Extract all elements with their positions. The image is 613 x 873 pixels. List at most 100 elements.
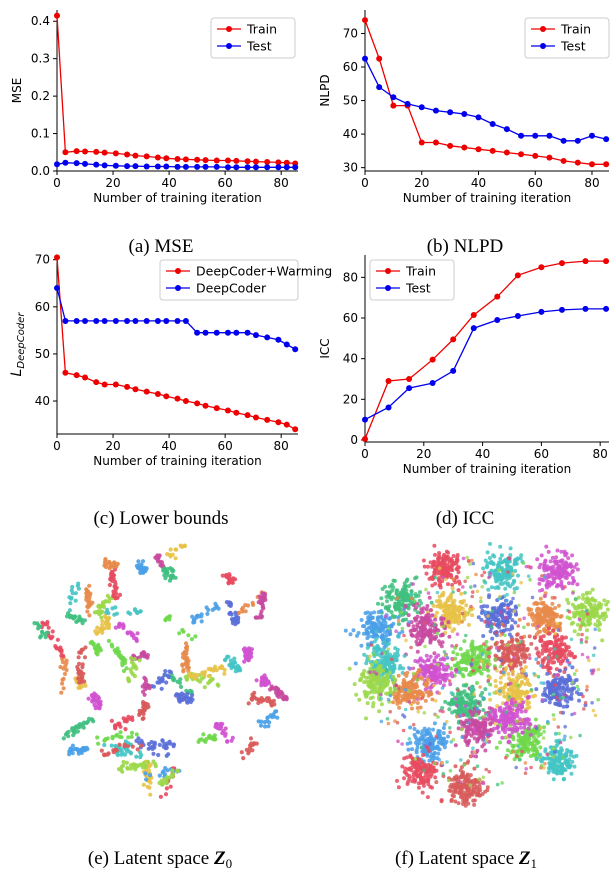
data-point [93,317,100,324]
data-point [283,159,290,166]
data-point [112,162,119,169]
data-point [82,160,89,167]
data-point [494,293,501,300]
data-point [62,149,69,156]
data-point [213,157,220,164]
caption-text: (f) Latent space [395,848,519,869]
y-tick-label: 60 [35,300,50,314]
x-tick-label: 20 [414,176,429,190]
x-tick-label: 0 [53,439,61,453]
legend-marker [385,285,391,291]
data-point [450,336,457,343]
data-point [283,341,290,348]
series-line-1 [364,58,607,142]
legend-marker [226,26,232,32]
legend-box [210,17,296,59]
chart-panel-1: 0 20 40 60 80 30 40 50 60 70 Number of training it… [318,10,610,257]
data-point [429,356,436,363]
data-point [54,12,60,19]
caption-text: (e) Latent space [88,848,214,869]
data-point [73,160,80,167]
data-point [538,264,545,271]
y-tick-label: 30 [343,161,358,175]
data-point [194,329,201,336]
y-tick-label: 40 [343,127,358,141]
data-point [174,156,181,163]
data-point [362,55,368,62]
data-point [447,142,454,149]
data-point [143,317,150,324]
legend-marker [175,268,181,274]
y-tick-label: 50 [343,94,358,108]
y-tick-label: 0 [350,433,358,447]
data-point [390,102,397,109]
x-tick-label: 80 [274,176,289,190]
data-point [429,380,436,387]
data-point [404,100,411,107]
data-point [224,157,231,164]
data-point [362,416,368,423]
panel-caption: (c) Lower bounds [93,508,228,529]
y-tick-label: 50 [35,347,50,361]
data-point [275,419,282,426]
data-point [101,149,108,156]
data-point [132,386,139,393]
data-point [560,137,567,144]
data-point [62,159,69,166]
data-point [132,152,139,159]
data-point [252,414,259,421]
data-point [82,148,89,155]
data-point [406,375,413,382]
data-point [406,385,413,392]
data-point [558,306,565,313]
legend-marker [226,43,232,49]
y-tick-label: 40 [35,394,50,408]
data-point [390,94,397,101]
y-tick-label: 60 [343,311,358,325]
x-tick-label: 60 [217,439,232,453]
data-point [603,305,610,312]
data-point [292,346,299,353]
data-point [588,132,595,139]
legend-box [369,259,455,301]
data-point [54,161,60,168]
data-point [275,159,282,166]
series-line-1 [364,308,607,421]
y-axis-label: NLPD [318,74,332,106]
data-point [514,272,521,279]
x-tick-label: 60 [528,176,543,190]
data-point [73,317,80,324]
data-point [233,164,240,171]
data-point [244,164,251,171]
caption-symbol: Z [518,848,531,869]
data-point [418,139,425,146]
data-point [174,395,181,402]
data-point [244,329,251,336]
data-point [93,148,100,155]
data-point [143,163,150,170]
y-tick-label: 70 [343,26,358,40]
data-point [603,258,610,265]
data-point [362,17,368,24]
data-point [532,152,539,159]
x-tick-label: 40 [161,176,176,190]
data-point [233,157,240,164]
x-tick-label: 20 [416,447,431,461]
data-point [54,284,60,291]
data-point [450,367,457,374]
data-point [93,161,100,168]
data-point [163,155,170,162]
data-point [494,317,501,324]
data-point [194,156,201,163]
x-axis-label: Number of training iteration [403,462,571,476]
data-point [93,379,100,386]
data-point [82,317,89,324]
data-point [194,400,201,407]
data-point [224,164,231,171]
data-point [101,317,108,324]
y-axis-label: ICC [318,338,332,358]
panel-caption: (d) ICC [436,508,495,529]
data-point [163,163,170,170]
data-point [202,163,209,170]
legend-marker [385,268,391,274]
